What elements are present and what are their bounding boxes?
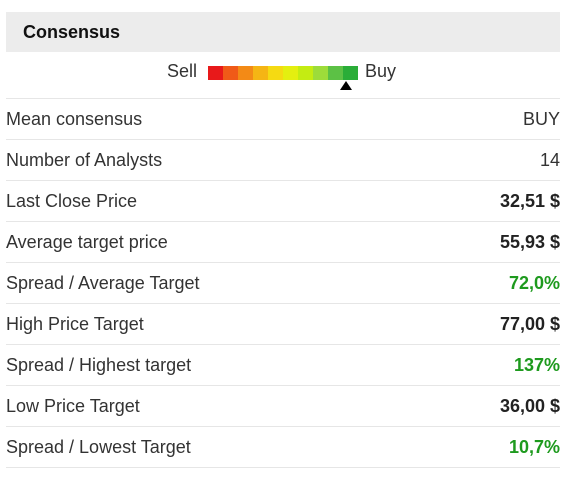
gauge-segment — [343, 66, 358, 80]
gauge-buy-label: Buy — [365, 61, 397, 81]
table-row: Last Close Price 32,51 $ — [6, 181, 560, 222]
row-label: High Price Target — [6, 313, 144, 334]
gauge-segment — [253, 66, 268, 80]
gauge-segment — [298, 66, 313, 80]
row-label: Last Close Price — [6, 190, 138, 211]
triangle-up-icon — [339, 81, 352, 90]
row-label: Average target price — [6, 231, 168, 252]
table-row: Spread / Highest target 137% — [6, 345, 560, 386]
row-value: BUY — [522, 108, 560, 129]
row-value: 32,51 $ — [499, 190, 560, 211]
row-label: Number of Analysts — [6, 149, 163, 170]
row-value: 55,93 $ — [499, 231, 560, 252]
row-value: 137% — [513, 354, 560, 375]
gauge-segment — [208, 66, 223, 80]
table-row: Average target price 55,93 $ — [6, 222, 560, 263]
consensus-table: Mean consensus BUY Number of Analysts 14 Las… — [6, 98, 560, 468]
row-label: Mean consensus — [6, 108, 143, 129]
table-row: High Price Target 77,00 $ — [6, 304, 560, 345]
gauge-sell-label: Sell — [167, 61, 198, 81]
gauge-segment — [328, 66, 343, 80]
gauge-segment — [268, 66, 283, 80]
consensus-panel: Consensus Sell Buy Mean consensus BUY Numb… — [6, 12, 560, 468]
row-label: Spread / Average Target — [6, 272, 200, 293]
row-value: 14 — [539, 149, 560, 170]
gauge-color-scale — [208, 66, 358, 80]
gauge-segment — [283, 66, 298, 80]
gauge-segment — [223, 66, 238, 80]
row-label: Spread / Highest target — [6, 354, 192, 375]
table-row: Mean consensus BUY — [6, 99, 560, 140]
consensus-title: Consensus — [23, 21, 121, 42]
row-value: 77,00 $ — [499, 313, 560, 334]
table-row: Spread / Lowest Target 10,7% — [6, 427, 560, 468]
row-label: Spread / Lowest Target — [6, 436, 191, 457]
row-value: 72,0% — [508, 272, 560, 293]
table-row: Low Price Target 36,00 $ — [6, 386, 560, 427]
gauge-segment — [238, 66, 253, 80]
table-row: Number of Analysts 14 — [6, 140, 560, 181]
table-row: Spread / Average Target 72,0% — [6, 263, 560, 304]
consensus-header: Consensus — [6, 12, 560, 52]
gauge-segment — [313, 66, 328, 80]
consensus-gauge: Sell Buy — [6, 52, 560, 98]
row-label: Low Price Target — [6, 395, 140, 416]
row-value: 36,00 $ — [499, 395, 560, 416]
row-value: 10,7% — [508, 436, 560, 457]
